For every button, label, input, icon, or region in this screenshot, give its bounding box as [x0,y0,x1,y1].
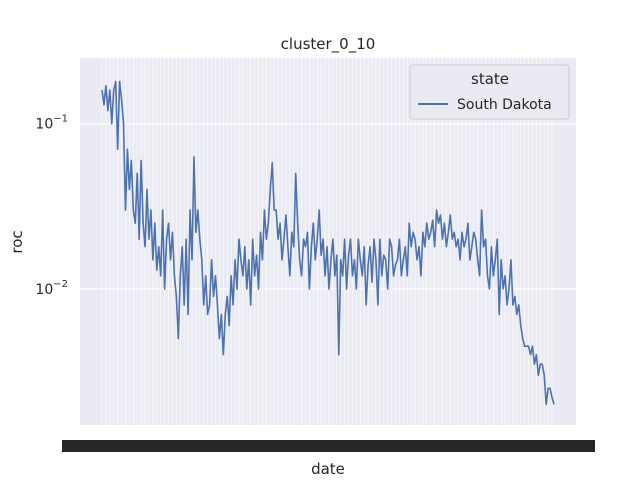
legend: state South Dakota [409,64,570,120]
x-axis-label: date [311,460,345,478]
legend-box [409,64,570,120]
y-tick-labels: 10−1 10−2 [35,114,68,298]
legend-title: state [471,70,509,88]
y-tick-label: 10−2 [35,279,68,298]
series-lines [101,80,555,406]
series-line-south-dakota [101,80,555,406]
y-tick-label: 10−1 [35,114,68,133]
y-axis-label: roc [8,230,26,253]
chart-title: cluster_0_10 [281,35,376,54]
x-tick-labels [62,440,595,452]
x-tick-labels-overlap [62,440,595,452]
legend-label: South Dakota [457,97,552,113]
